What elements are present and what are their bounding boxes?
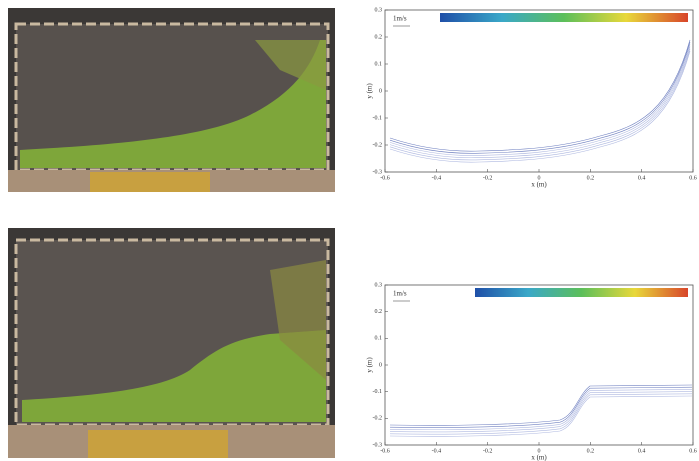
velocity-vectors [390,49,690,160]
scale-label: 1m/s [393,15,407,23]
x-tick-label: 0.4 [638,175,646,181]
y-axis-label: y (m) [366,357,374,373]
colorbar [440,13,688,22]
x-tick-label: 0.2 [587,175,595,181]
velocity-vectors [390,47,690,158]
y-tick-label: 0 [379,88,382,94]
photo [8,228,335,458]
y-tick-label: 0.3 [375,7,383,13]
velocity-vectors [390,42,690,153]
y-tick-label: 0.3 [375,282,383,288]
velocity-vectors [390,44,690,155]
y-tick-label: 0.2 [375,34,383,40]
y-tick-label: 0 [379,362,382,368]
colorbar [475,288,688,297]
y-tick-label: -0.3 [373,169,383,175]
photo [8,8,335,192]
y-axis-label: y (m) [366,83,374,99]
scale-label: 1m/s [393,290,407,298]
x-tick-label: -0.6 [380,175,390,181]
x-tick-label: -0.4 [432,175,442,181]
x-tick-label: -0.2 [483,175,493,181]
velocity-vectors [390,40,690,151]
x-tick-label: 0.4 [638,448,646,454]
y-tick-label: -0.1 [373,389,383,395]
x-axis-label: x (m) [531,454,547,461]
velocity-vectors [390,396,692,436]
velocity-vectors [390,387,692,427]
axes-frame [385,285,693,445]
plots: 1m/s -0.6 -0.4 -0.2 0 0.2 0.4 0.6 -0.3 -0.2 -0.1 0 0… [366,7,697,461]
velocity-vectors [390,394,692,434]
x-tick-label: -0.6 [380,448,390,454]
y-tick-label: -0.2 [373,416,383,422]
y-tick-label: -0.2 [373,142,383,148]
x-tick-label: 0.6 [689,448,697,454]
y-tick-label: -0.3 [373,442,383,448]
figure: 1m/s -0.6 -0.4 -0.2 0 0.2 0.4 0.6 -0.3 -0.2 -0.1 0 0… [0,0,699,461]
x-tick-label: -0.4 [432,448,442,454]
velocity-vectors [390,392,692,432]
x-axis-label: x (m) [531,181,547,189]
x-tick-label: 0.2 [587,448,595,454]
velocity-vectors [390,385,692,425]
y-tick-label: 0.1 [375,61,383,67]
x-tick-label: 0.6 [689,175,697,181]
velocity-vectors [390,389,692,429]
velocity-vectors [390,51,690,162]
x-tick-label: -0.2 [483,448,493,454]
y-tick-label: 0.2 [375,309,383,315]
y-tick-label: 0.1 [375,336,383,342]
y-tick-label: -0.1 [373,115,383,121]
